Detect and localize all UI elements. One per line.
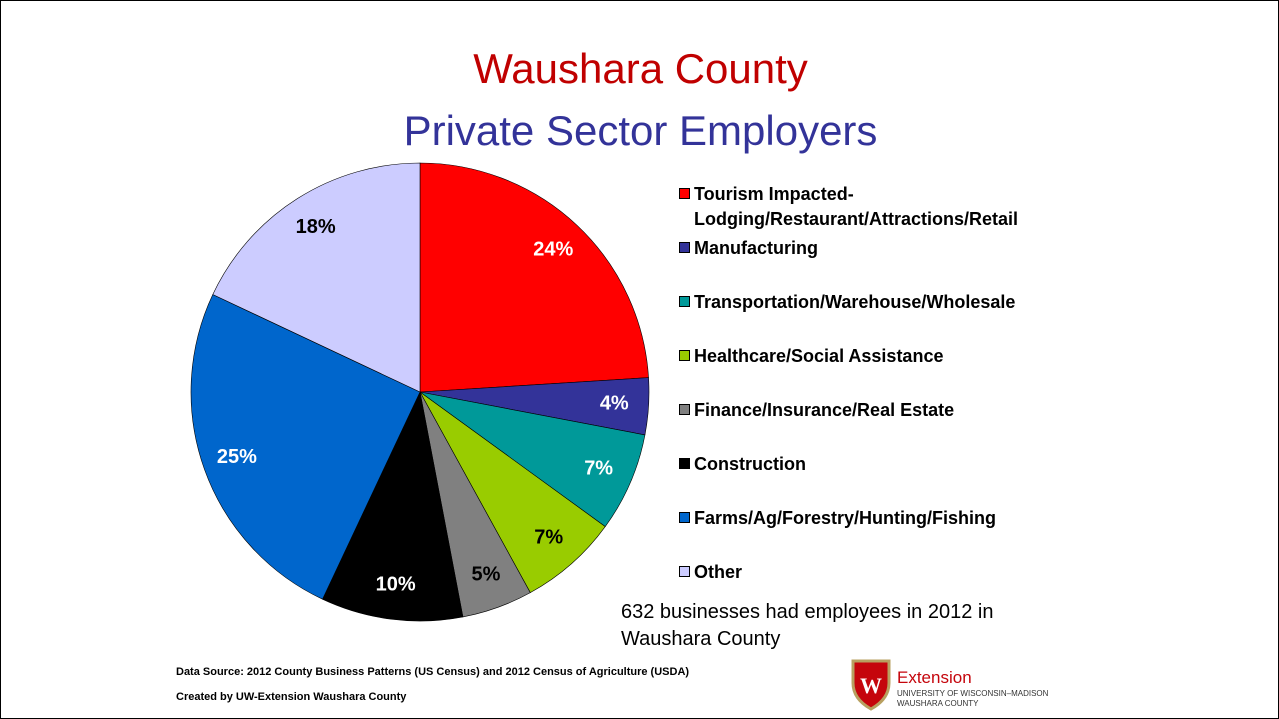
legend-item: Tourism Impacted-Lodging/Restaurant/Attr… xyxy=(679,182,1109,232)
logo-name: Extension xyxy=(897,668,972,687)
legend-swatch xyxy=(679,242,690,253)
data-label: 18% xyxy=(296,216,336,238)
legend-swatch xyxy=(679,458,690,469)
data-label: 5% xyxy=(471,563,500,585)
data-label: 24% xyxy=(533,238,573,260)
data-label: 10% xyxy=(376,573,416,595)
legend-swatch xyxy=(679,404,690,415)
chart-subtitle: Private Sector Employers xyxy=(403,107,878,154)
logo-university: UNIVERSITY OF WISCONSIN–MADISON xyxy=(897,689,1049,698)
legend-label: Manufacturing xyxy=(694,238,818,258)
legend-item: Transportation/Warehouse/Wholesale xyxy=(679,290,1109,315)
data-label: 7% xyxy=(534,526,563,548)
pie-slice xyxy=(419,162,649,393)
legend-label: Tourism Impacted-Lodging/Restaurant/Attr… xyxy=(694,184,1019,229)
legend-item: Healthcare/Social Assistance xyxy=(679,344,1109,369)
credit: Created by UW-Extension Waushara County xyxy=(176,691,407,703)
legend-label: Finance/Insurance/Real Estate xyxy=(694,400,955,420)
pie-slice xyxy=(212,162,421,393)
legend-label: Other xyxy=(694,562,743,582)
legend-label: Construction xyxy=(694,454,806,474)
svg-text:W: W xyxy=(860,673,882,698)
legend-item: Construction xyxy=(679,452,1109,477)
data-label: 25% xyxy=(217,446,257,468)
legend-label: Farms/Ag/Forestry/Hunting/Fishing xyxy=(694,508,997,528)
legend-item: Other xyxy=(679,560,1109,585)
legend-item: Farms/Ag/Forestry/Hunting/Fishing xyxy=(679,506,1109,531)
legend-swatch xyxy=(679,512,690,523)
legend-swatch xyxy=(679,296,690,307)
legend-label: Transportation/Warehouse/Wholesale xyxy=(694,292,1016,312)
logo-county: WAUSHARA COUNTY xyxy=(897,699,979,708)
legend-label: Healthcare/Social Assistance xyxy=(694,346,944,366)
chart-title: Waushara County xyxy=(473,45,808,92)
data-label: 4% xyxy=(600,393,629,415)
pie-slice xyxy=(322,391,464,622)
annotation: 632 businesses had employees in 2012 in … xyxy=(621,601,994,650)
legend-swatch xyxy=(679,350,690,361)
legend-swatch xyxy=(679,188,690,199)
source: Data Source: 2012 County Business Patter… xyxy=(176,666,690,678)
pie-slice xyxy=(190,294,421,600)
legend-item: Finance/Insurance/Real Estate xyxy=(679,398,1109,423)
legend-swatch xyxy=(679,566,690,577)
legend-item: Manufacturing xyxy=(679,236,1109,261)
data-label: 7% xyxy=(584,458,613,480)
logo-shield: W xyxy=(851,659,891,711)
